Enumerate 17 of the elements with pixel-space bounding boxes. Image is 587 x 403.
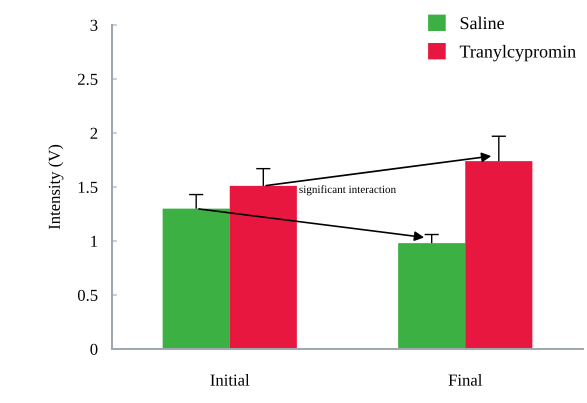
y-axis-title: Intensity (V) [48, 144, 64, 230]
legend-label: Saline [460, 16, 504, 30]
bar [398, 243, 466, 349]
bar [465, 161, 532, 349]
x-tick-label: Initial [210, 374, 250, 386]
y-tick-label: 1.5 [78, 182, 98, 194]
legend-label: Tranylcypromin [460, 44, 576, 62]
x-tick-label: Final [448, 374, 482, 386]
bar [230, 186, 297, 349]
annotation: significant interaction [299, 185, 396, 196]
y-tick-label: 0 [90, 344, 98, 355]
y-tick-label: 2.5 [78, 74, 98, 86]
y-tick-label: 3 [90, 20, 98, 31]
y-tick-label: 0.5 [78, 290, 98, 302]
y-tick-label: 1 [91, 236, 98, 247]
bar [162, 208, 230, 349]
y-tick-label: 2 [90, 128, 98, 139]
